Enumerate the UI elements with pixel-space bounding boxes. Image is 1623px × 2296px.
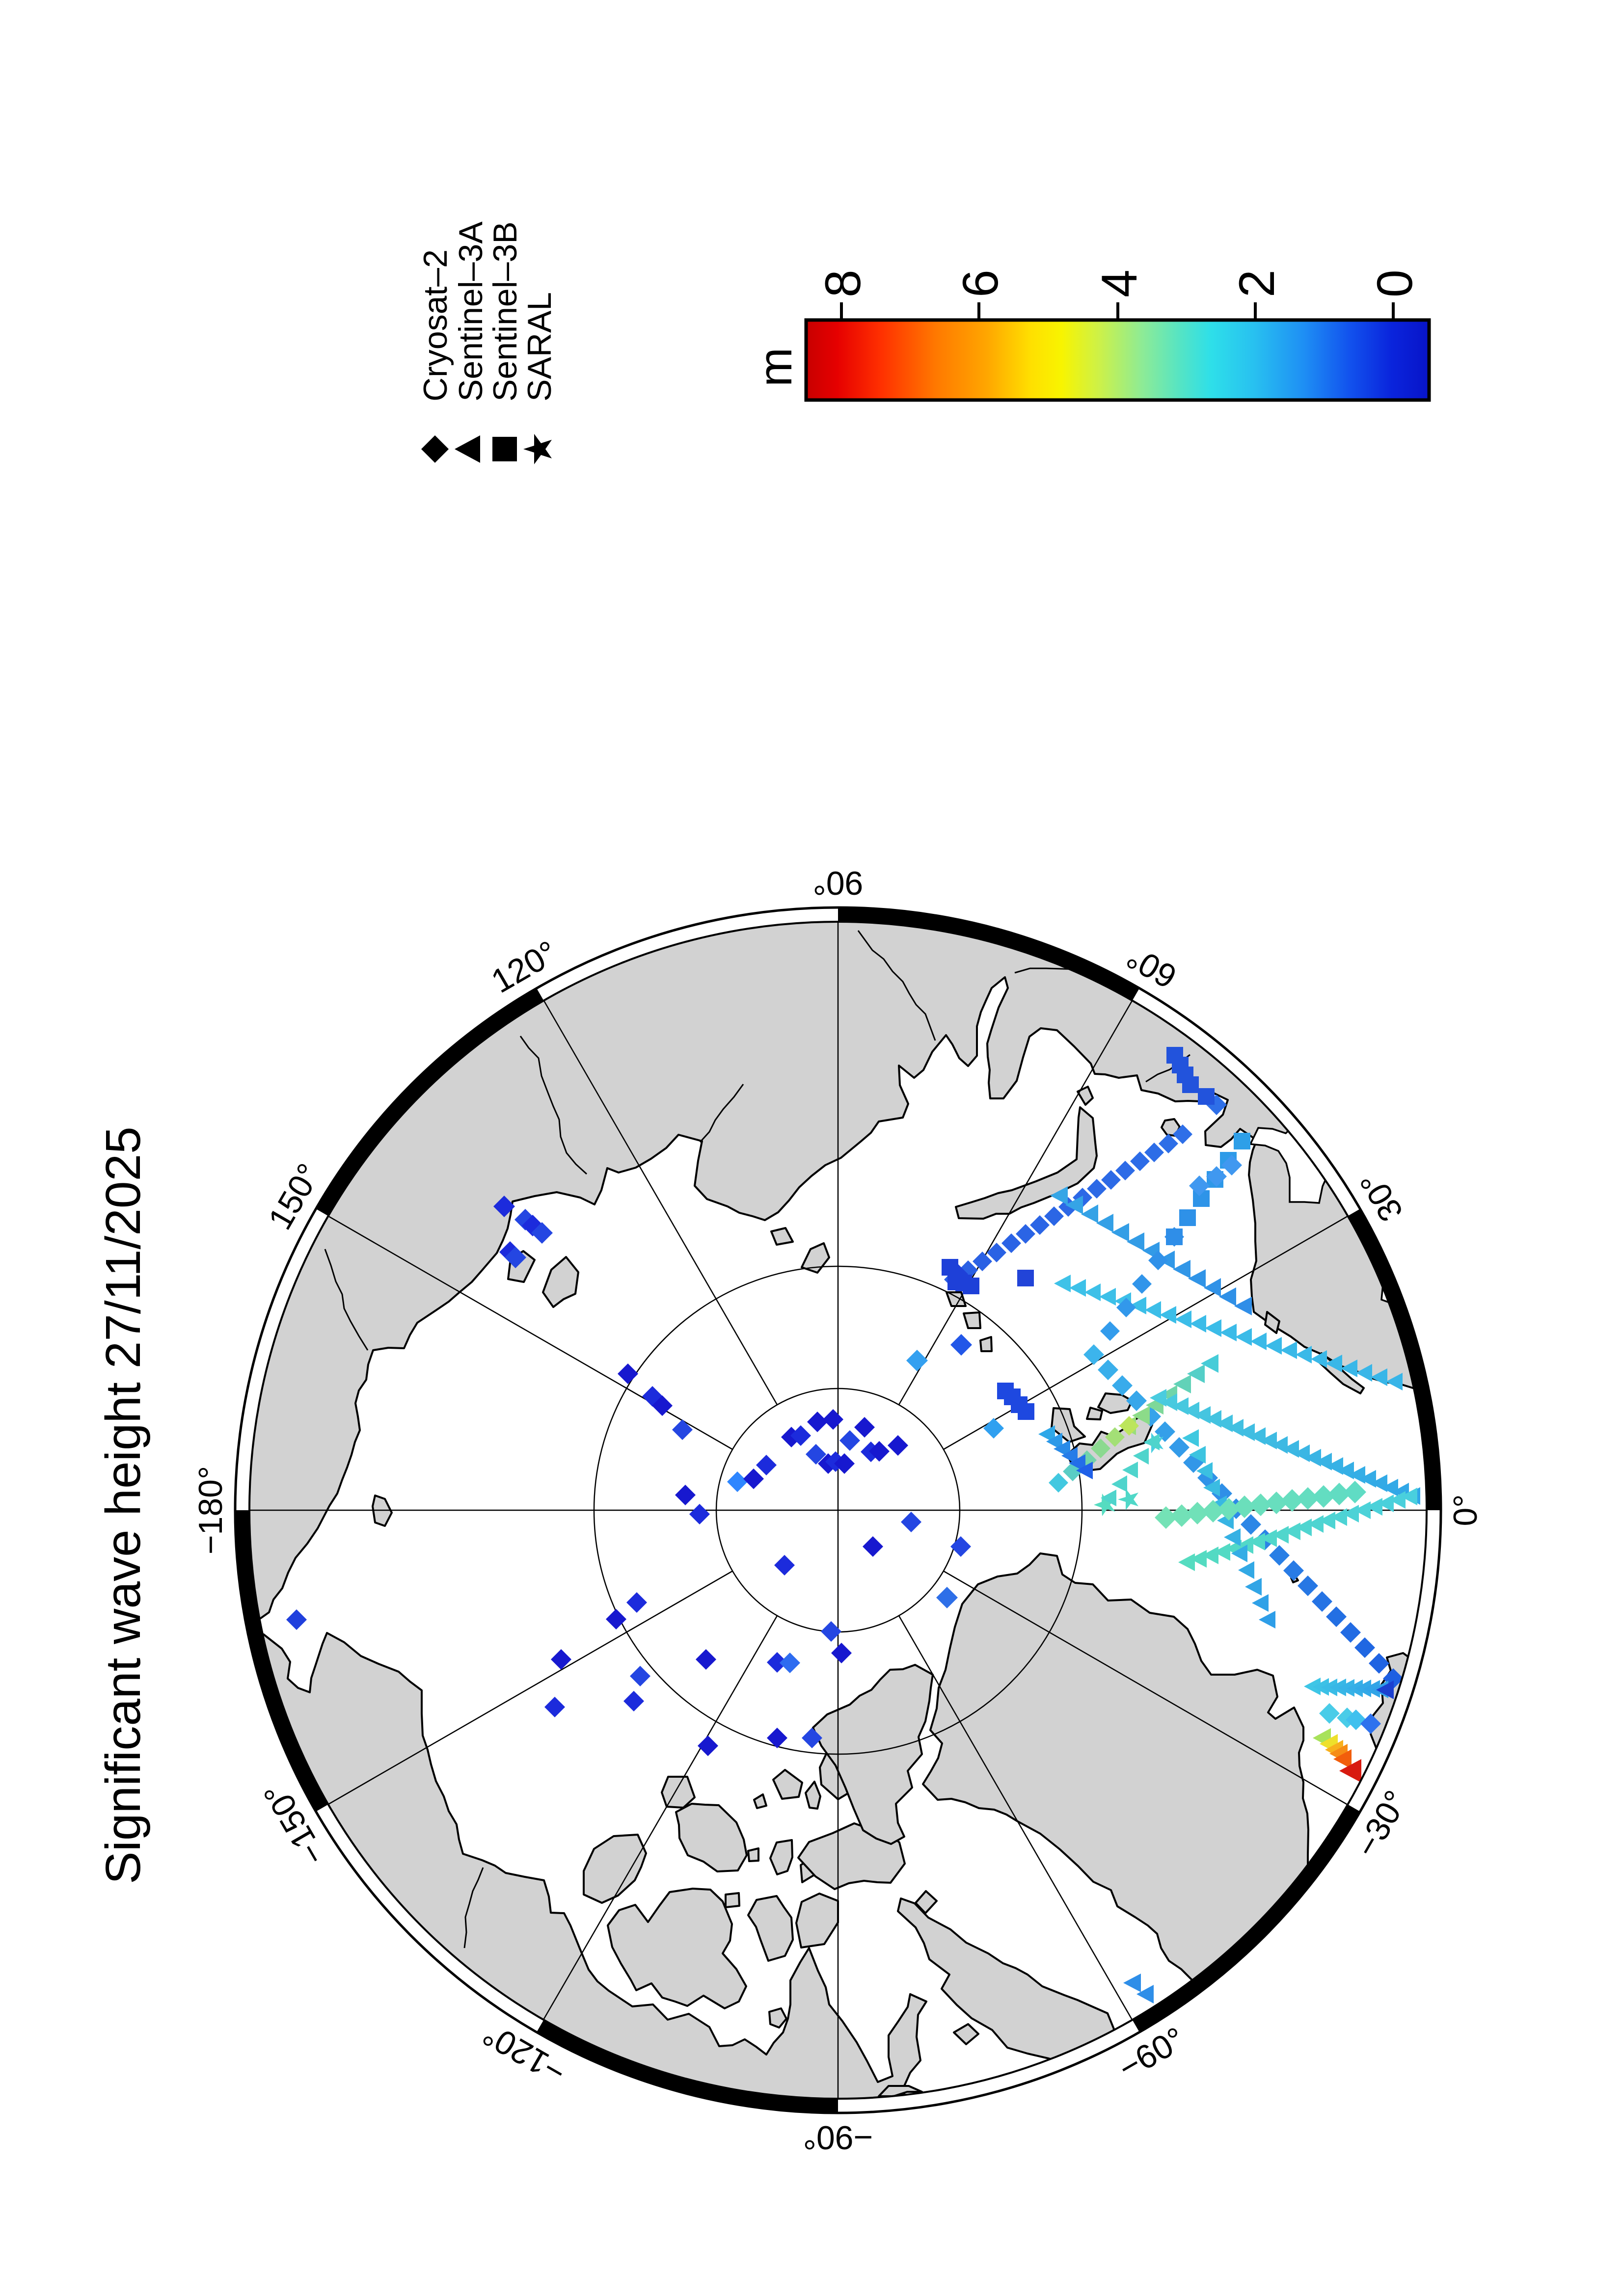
- svg-text:Sentinel–3B: Sentinel–3B: [487, 221, 524, 401]
- svg-text:0°: 0°: [1447, 1494, 1484, 1526]
- svg-text:2: 2: [1229, 269, 1285, 297]
- svg-text:m: m: [749, 347, 802, 387]
- svg-text:4: 4: [1091, 269, 1147, 297]
- svg-text:90°: 90°: [813, 864, 864, 902]
- svg-text:0: 0: [1367, 269, 1423, 297]
- svg-text:6: 6: [952, 269, 1008, 297]
- svg-text:Significant wave height 27/11/: Significant wave height 27/11/2025: [96, 1126, 151, 1884]
- svg-text:Sentinel–3A: Sentinel–3A: [452, 221, 489, 401]
- svg-text:SARAL: SARAL: [521, 292, 558, 401]
- svg-text:8: 8: [815, 269, 871, 297]
- svg-text:−90°: −90°: [803, 2119, 873, 2156]
- svg-text:−180°: −180°: [192, 1466, 229, 1554]
- svg-text:Cryosat–2: Cryosat–2: [417, 249, 454, 401]
